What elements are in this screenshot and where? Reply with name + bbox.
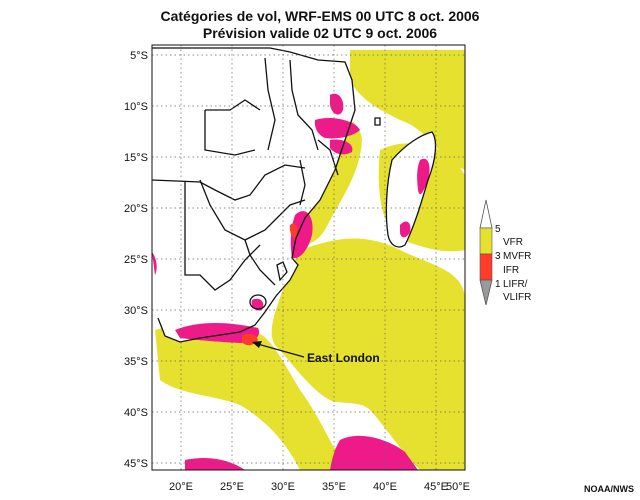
legend-lifr-label: LIFR/ <box>503 279 528 290</box>
lat-label: 25°S <box>124 254 148 266</box>
lon-label: 25°E <box>220 481 244 493</box>
lon-label: 50°E <box>446 481 470 493</box>
graticule <box>152 45 465 470</box>
lat-label: 5°S <box>130 50 148 62</box>
lat-label: 15°S <box>124 152 148 164</box>
legend-vfr-label: VFR <box>503 237 523 248</box>
map-title-line2: Prévision valide 02 UTC 9 oct. 2006 <box>202 25 438 41</box>
legend-vfr-swatch <box>479 227 493 255</box>
lon-label: 40°E <box>373 481 397 493</box>
lat-label: 45°S <box>124 458 148 470</box>
lat-label: 40°S <box>124 407 148 419</box>
legend-colorbar: 5 VFR 3 MVFR IFR 1 LIFR/ VLIFR <box>479 199 531 306</box>
legend-level-1: 1 <box>495 279 501 290</box>
lon-label: 45°E <box>424 481 448 493</box>
legend-ifr-label: IFR <box>503 265 519 276</box>
lat-label: 20°S <box>124 203 148 215</box>
map-frame <box>151 44 466 471</box>
lon-label: 20°E <box>169 481 193 493</box>
longitude-labels: 20°E 25°E 30°E 35°E 40°E 45°E 50°E <box>169 481 470 493</box>
lat-label: 10°S <box>124 101 148 113</box>
map-area <box>152 45 465 470</box>
legend-vlifr-label: VLIFR <box>503 292 531 303</box>
map-title-line1: Catégories de vol, WRF-EMS 00 UTC 8 oct.… <box>160 8 480 24</box>
credit-label: NOAA/NWS <box>584 484 634 494</box>
legend-lifr-swatch <box>479 279 493 306</box>
lat-label: 35°S <box>124 356 148 368</box>
mvfr-patches <box>152 93 430 470</box>
legend-ifr-swatch <box>479 253 493 281</box>
latitude-labels: 5°S 10°S 15°S 20°S 25°S 30°S 35°S 40°S 4… <box>124 50 148 470</box>
lon-label: 35°E <box>322 481 346 493</box>
legend-mvfr-label: MVFR <box>503 251 531 262</box>
east-london-annotation: East London <box>252 341 380 365</box>
lat-label: 30°S <box>124 305 148 317</box>
lon-label: 30°E <box>271 481 295 493</box>
legend-level-5: 5 <box>495 224 501 235</box>
legend-level-3: 3 <box>495 251 501 262</box>
east-london-label: East London <box>307 351 380 365</box>
legend-top-cap <box>479 199 493 229</box>
